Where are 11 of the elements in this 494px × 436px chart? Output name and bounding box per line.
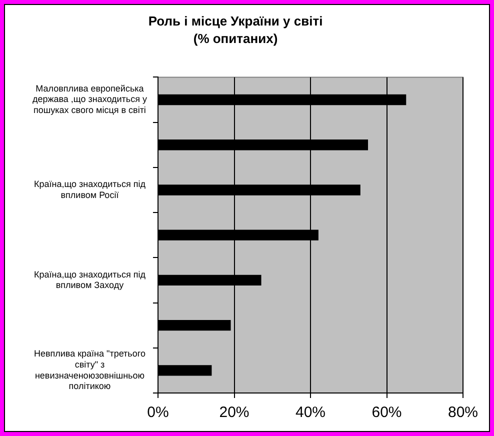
- x-tick-label: 40%: [295, 404, 326, 422]
- chart-title: Роль і місце України у світі: [148, 13, 323, 28]
- chart-subtitle: (% опитаних): [193, 30, 278, 46]
- x-tick-label: 0%: [147, 404, 169, 422]
- y-tick-label: Невплива країна "третього світу" з невизначеноюзовнішньою політикою: [34, 348, 146, 392]
- x-tick-label: 60%: [372, 404, 402, 422]
- y-tick-label: Країна,що знаходиться під впливом Росії: [34, 179, 146, 200]
- y-tick-label: Країна,що знаходиться під впливом Заходу: [34, 269, 146, 290]
- x-tick-label: 20%: [219, 404, 250, 422]
- y-tick-label: Маловплива европейська держава ,що знаходиться у пошуках свого місця в світі: [32, 83, 148, 116]
- x-tick-label: 80%: [448, 404, 478, 422]
